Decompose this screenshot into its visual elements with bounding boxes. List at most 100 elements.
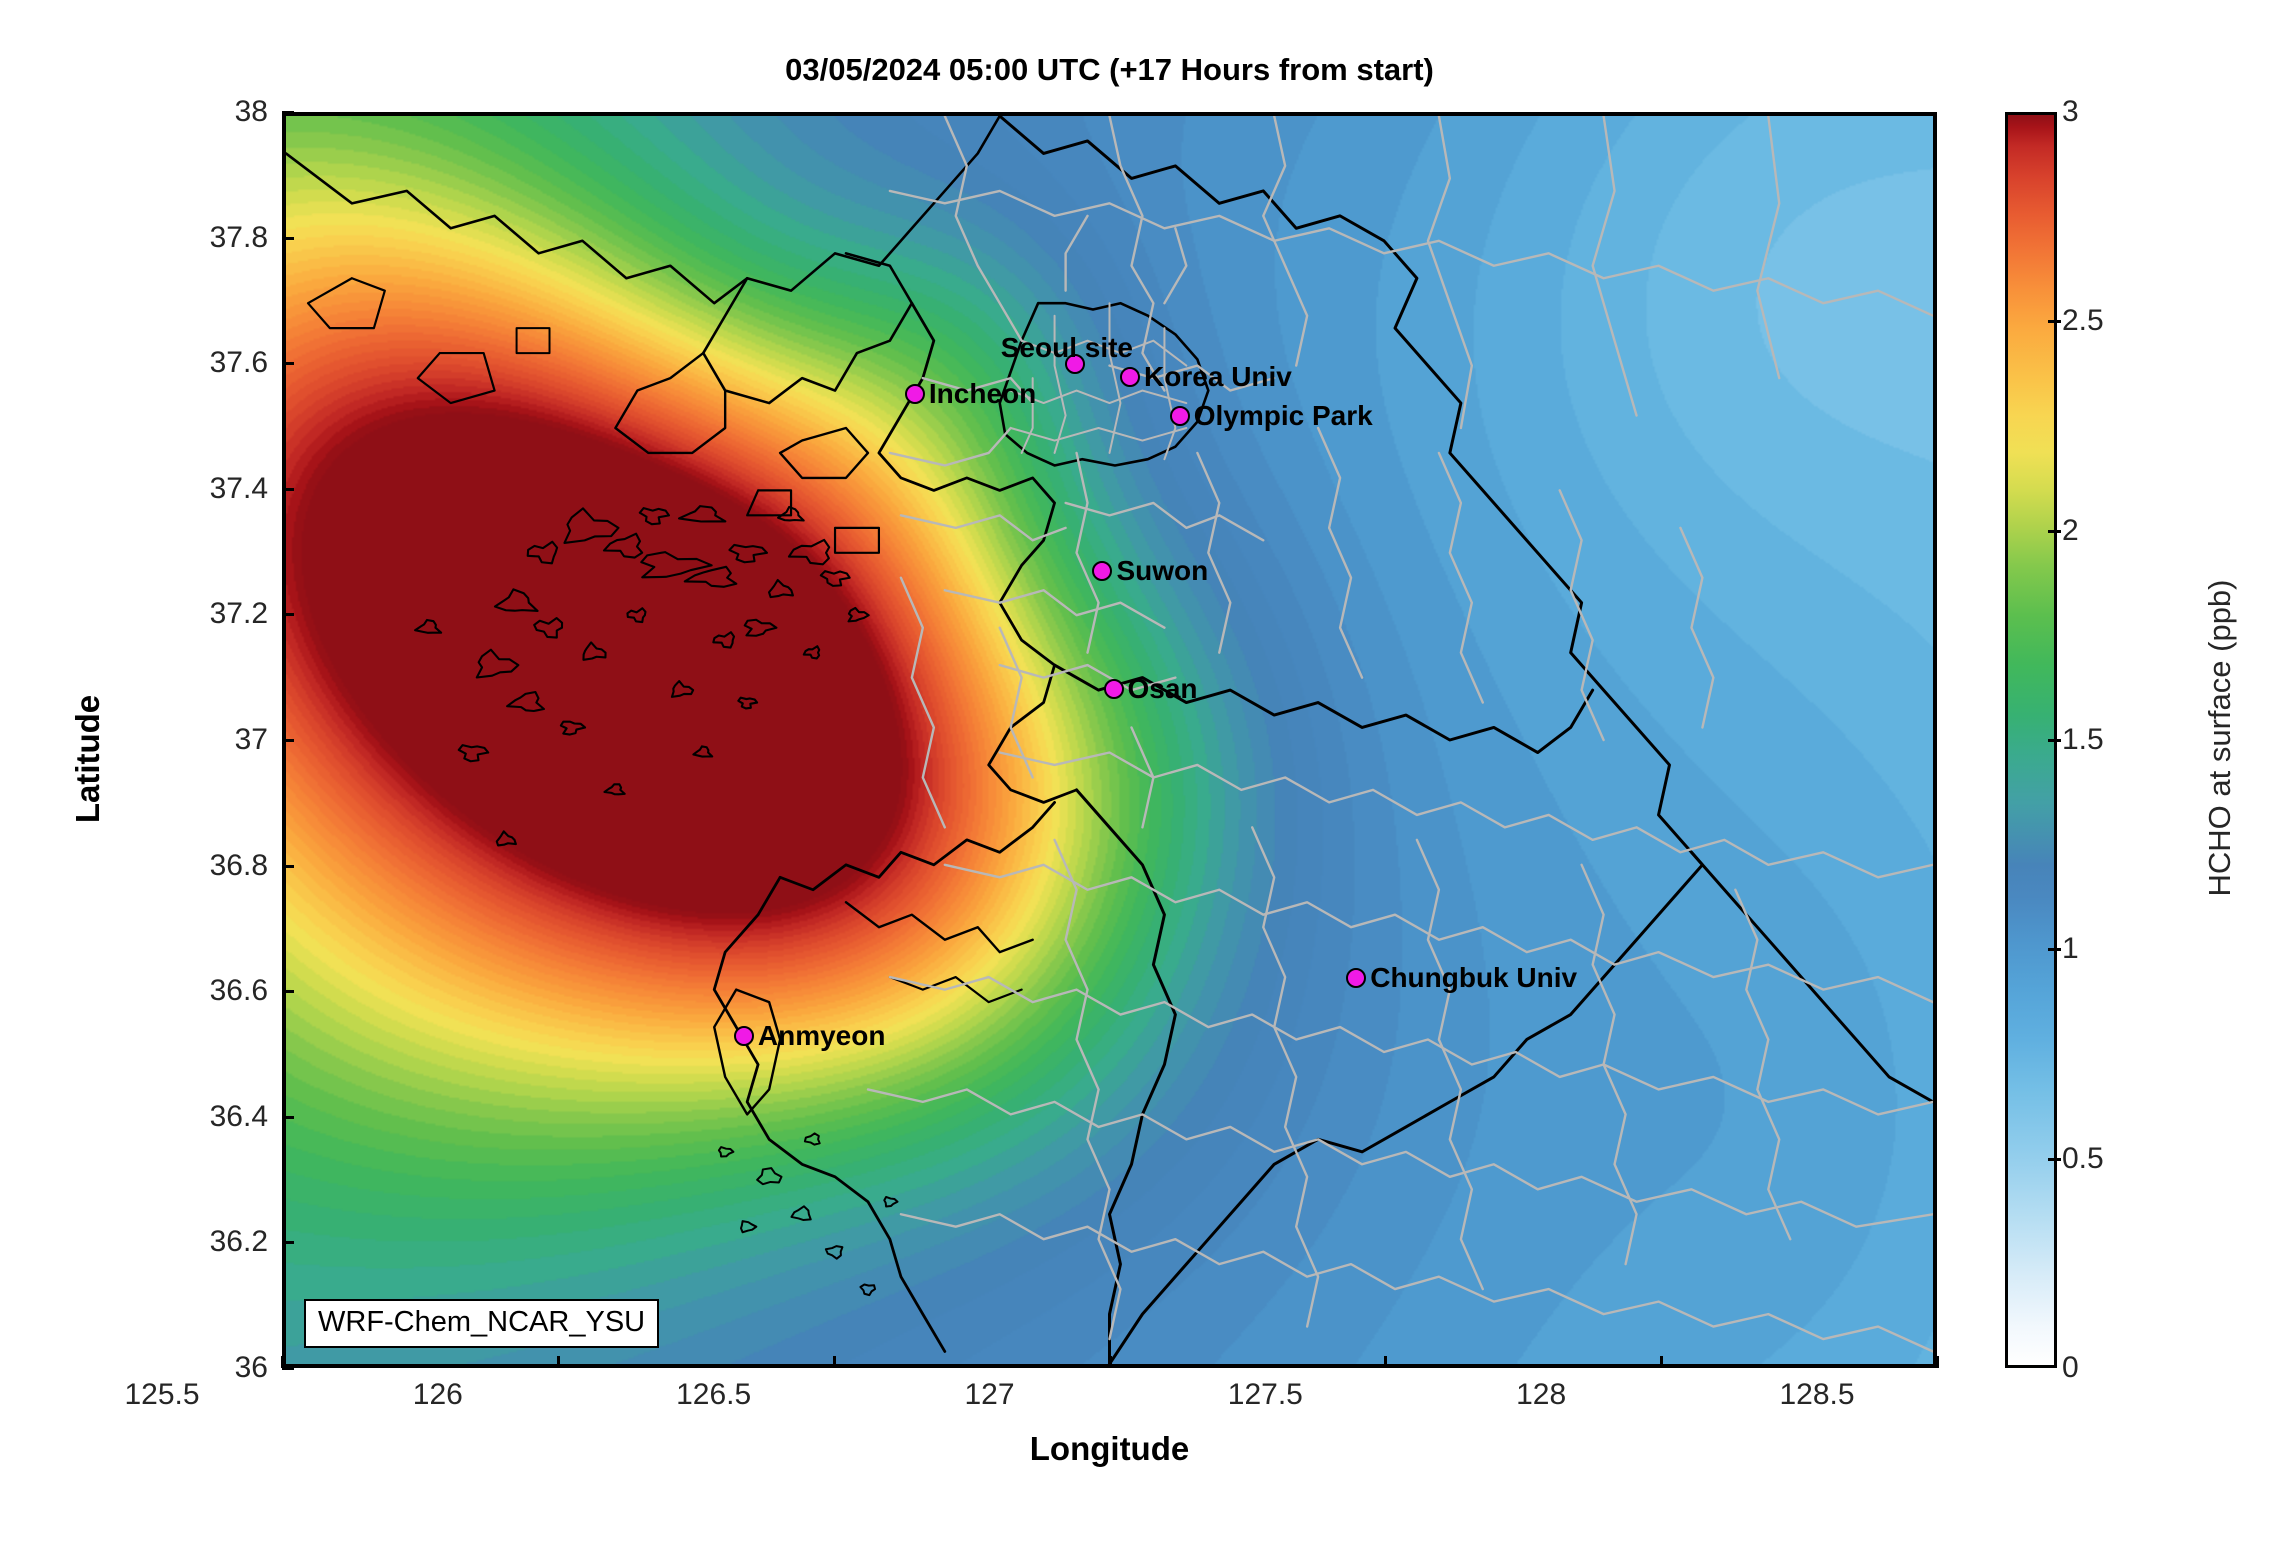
map-boundary-path (713, 988, 782, 1116)
site-dot-icon (904, 383, 925, 404)
x-tick-mark (556, 1356, 560, 1368)
map-boundary-path (286, 116, 1002, 305)
map-boundaries-layer (286, 116, 1933, 1364)
map-boundary-path (1064, 501, 1265, 542)
map-boundary-path (768, 578, 794, 599)
colorbar-tick-label: 0 (2062, 1351, 2079, 1384)
site-label: Anmyeon (757, 1020, 886, 1052)
map-boundary-path (701, 252, 914, 405)
map-boundary-path (824, 1245, 844, 1260)
map-plot-area: Seoul site Korea Univ Olympic Park Incheon S… (282, 112, 1937, 1368)
map-boundary-path (1679, 526, 1715, 729)
site-label: Korea Univ (1144, 360, 1292, 392)
y-tick-mark (282, 1115, 294, 1119)
x-tick-label: 128 (1516, 1378, 1567, 1411)
y-tick-label: 36.2 (209, 1225, 268, 1259)
map-boundary-path (888, 975, 1023, 1004)
colorbar-tick-mark (2048, 948, 2061, 952)
map-boundary-path (756, 1167, 783, 1186)
x-tick-label: 127.5 (1227, 1378, 1303, 1411)
site-dot-icon (1346, 967, 1367, 988)
y-tick-label: 36.6 (209, 974, 268, 1008)
map-boundary-path (778, 801, 1056, 892)
y-tick-mark (282, 864, 294, 868)
map-boundary-path (899, 1213, 1933, 1353)
map-boundary-path (306, 277, 386, 330)
map-boundary-path (787, 538, 831, 566)
site-dot-icon (1169, 405, 1190, 426)
map-boundary-path (1196, 451, 1232, 654)
y-tick-mark (282, 739, 294, 742)
site-label: Osan (1127, 673, 1198, 705)
x-axis-label: Longitude (1029, 1430, 1190, 1467)
map-boundary-path (515, 327, 551, 355)
map-boundary-path (1053, 314, 1067, 454)
x-tick-label: 126 (412, 1378, 463, 1411)
site-dot-icon (1092, 560, 1113, 581)
map-boundary-path (563, 507, 620, 545)
map-boundary-path (998, 116, 1933, 1104)
map-boundary-path (670, 680, 695, 698)
map-boundary-path (614, 351, 727, 455)
map-boundary-path (712, 631, 736, 649)
map-boundary-path (790, 1205, 812, 1222)
map-boundary-path (457, 744, 490, 763)
map-boundary-path (866, 1088, 1933, 1228)
map-boundary-path (743, 618, 778, 637)
map-boundary-path (943, 863, 1933, 1004)
plot-title: 03/05/2024 05:00 UTC (+17 Hours from sta… (785, 52, 1434, 87)
y-tick-mark (282, 487, 294, 491)
map-boundary-path (802, 645, 821, 660)
map-boundary-path (998, 751, 1933, 879)
y-tick-mark (282, 1241, 294, 1245)
y-tick-mark (282, 111, 294, 114)
map-boundary-path (1108, 116, 1166, 392)
map-boundary-path (1108, 850, 1704, 1364)
map-boundary-path (1075, 788, 1177, 1364)
map-boundary-path (1020, 339, 1188, 367)
map-boundary-path (1053, 838, 1122, 1341)
map-boundary-path (778, 426, 870, 480)
x-tick-label: 127 (964, 1378, 1015, 1411)
site-label: Seoul site (1000, 332, 1134, 364)
map-boundary-path (677, 505, 727, 523)
colorbar-tick-label: 3 (2062, 95, 2079, 128)
colorbar-tick-label: 1.5 (2062, 723, 2104, 756)
map-boundary-path (603, 783, 626, 796)
map-boundary-path (526, 540, 559, 565)
map-boundary-path (1009, 389, 1188, 405)
x-tick-mark (1660, 1356, 1664, 1368)
site-dot-icon (1064, 354, 1085, 375)
colorbar-tick-mark (2048, 1157, 2061, 1161)
y-tick-label: 36.4 (209, 1099, 268, 1133)
map-boundary-path (1163, 227, 1188, 305)
model-tag: WRF-Chem_NCAR_YSU (304, 1299, 660, 1348)
site-dot-icon (1120, 366, 1141, 387)
map-boundary-path (883, 1195, 899, 1208)
y-tick-label: 38 (234, 95, 268, 128)
colorbar-tick-mark (2048, 529, 2061, 533)
colorbar-tick-mark (2048, 320, 2061, 324)
colorbar-tick-label: 1 (2062, 932, 2079, 966)
map-boundary-path (877, 301, 1078, 804)
map-boundary-path (888, 975, 1933, 1116)
colorbar-label: HCHO at surface (ppb) (2202, 579, 2237, 897)
map-boundary-path (1437, 451, 1484, 704)
colorbar-tick-label: 2 (2062, 513, 2079, 547)
y-tick-label: 37.2 (209, 597, 268, 631)
map-boundary-path (1163, 327, 1177, 461)
y-tick-label: 37.8 (209, 220, 268, 254)
y-tick-mark (282, 990, 294, 994)
map-boundary-path (728, 543, 769, 564)
x-tick-mark (1108, 1356, 1112, 1368)
site-label: Suwon (1116, 554, 1209, 586)
map-boundary-path (582, 641, 607, 661)
y-tick-mark (282, 613, 294, 617)
map-boundary-path (844, 901, 1034, 954)
y-tick-label: 37.6 (209, 346, 268, 380)
map-boundary-path (640, 551, 713, 579)
site-label: Olympic Park (1193, 399, 1373, 431)
map-boundary-path (859, 1283, 877, 1297)
map-boundary-path (833, 526, 881, 554)
map-boundary-path (899, 514, 1067, 542)
